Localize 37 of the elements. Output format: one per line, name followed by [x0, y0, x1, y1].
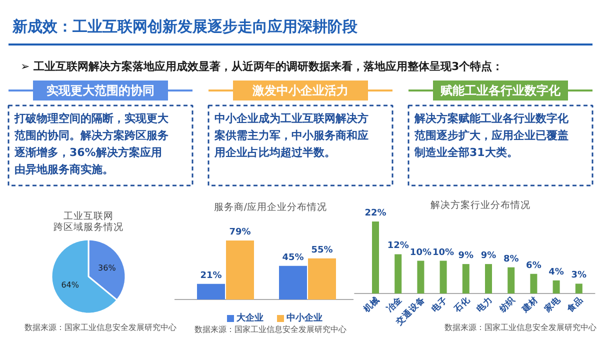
chart-title: 服务商/应用企业分布情况 — [214, 201, 328, 213]
text: 新成效：工业互联网创新发展逐步走向应用深耕阶段 — [12, 18, 358, 36]
data-label: 3% — [571, 270, 587, 281]
data-label: 8% — [503, 254, 519, 264]
data-label: 10% — [432, 248, 454, 258]
text: ➢ 工业互联网解决方案落地应用成效显著，从近两年的调研数据来看，落地应用整体呈现3个特点： — [20, 60, 504, 73]
x-tick-label: 建材 — [519, 294, 540, 316]
data-label: 55% — [311, 245, 333, 256]
data-label: 64% — [61, 280, 80, 290]
data-label: 22% — [364, 208, 386, 218]
text: 解决方案赋能工业各行业数字化范围逐步扩大，应用企业已覆盖制造业全部31大类。 — [414, 112, 570, 159]
x-tick-label: 家电 — [542, 294, 564, 316]
source-note: 数据来源：国家工业信息安全发展研究中心 — [444, 323, 596, 332]
chart-title: 工业互联网跨区域服务情况 — [54, 210, 124, 233]
x-tick-label: 电力 — [474, 294, 496, 315]
data-label: 9% — [458, 251, 474, 262]
data-label: 45% — [282, 252, 304, 263]
data-label: 10% — [410, 248, 432, 258]
x-tick-label: 电子 — [429, 294, 450, 315]
data-label: 79% — [229, 228, 251, 238]
data-label: 6% — [526, 260, 542, 271]
data-label: 4% — [548, 267, 564, 278]
chart-title: 解决方案行业分布情况 — [430, 199, 530, 211]
data-label: 9% — [480, 251, 496, 262]
x-tick-label: 机械 — [360, 294, 382, 316]
text: 中小企业成为工业互联网解决方案供需主力军，中小服务商和应用企业占比均超过半数。 — [214, 112, 368, 159]
legend-label: 中小企业 — [286, 312, 322, 324]
source-note: 数据来源：国家工业信息安全发展研究中心 — [194, 325, 346, 334]
legend-label: 大企业 — [236, 312, 264, 324]
data-label: 36% — [98, 263, 116, 272]
data-label: 12% — [387, 241, 409, 252]
data-label: 21% — [200, 270, 222, 281]
x-tick-label: 食品 — [564, 294, 586, 316]
x-tick-label: 石化 — [451, 294, 474, 316]
text: 打破物理空间的隔断，实现更大范围的协同。解决方案跨区服务逐渐增多，36%解决方案应用由异地服务商实施。 — [14, 112, 170, 176]
source-note: 数据来源：国家工业信息安全发展研究中心 — [24, 323, 176, 332]
x-tick-label: 纺织 — [496, 294, 518, 316]
